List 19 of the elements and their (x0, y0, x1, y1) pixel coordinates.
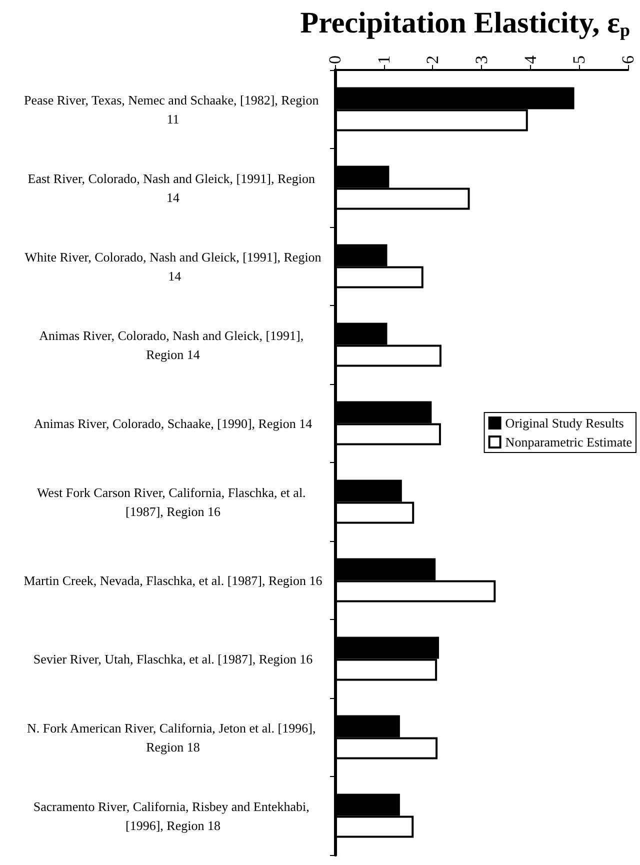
y-tick-label: Sevier River, Utah, Flaschka, et al. [1987], Region 16 (33, 651, 314, 666)
x-tick-label: 4 (520, 55, 540, 64)
y-tick-label: Martin Creek, Nevada, Flaschka, et al. [1987], Region 16 (24, 572, 323, 588)
y-tick-label: Sacramento River, California, Risbey and Entekhabi, [1996], Region 18 (33, 798, 313, 833)
y-tick-label: Animas River, Colorado, Nash and Gleick, [1991], Region 14 (39, 328, 307, 362)
y-tick-label: White River, Colorado, Nash and Gleick, [1991], Region 14 (24, 249, 322, 284)
x-tick-label: 0 (326, 56, 344, 64)
y-tick-label: West Fork Carson River, California, Flaschka, et al. [1987], Region 16 (36, 484, 310, 519)
y-tick-label: Pease River, Texas, Nemec and Schaake, [1982], Region 11 (24, 92, 322, 126)
y-tick-label: N. Fork American River, California, Jeton et al. [1996], Region 18 (27, 720, 319, 754)
y-tick-label: Animas River, Colorado, Schaake, [1990], Region 14 (34, 416, 313, 431)
legend-label: Nonparametric Estimate (505, 434, 632, 450)
y-tick-label: East River, Colorado, Nash and Gleick, [1991], Region 14 (28, 170, 318, 205)
x-tick-label: 1 (374, 56, 394, 64)
legend-label: Original Study Results (505, 416, 624, 430)
x-tick-label: 2 (423, 56, 442, 64)
x-tick-label: 3 (472, 56, 491, 64)
x-tick-label: 5 (570, 56, 589, 64)
x-tick-label: 6 (618, 56, 638, 64)
